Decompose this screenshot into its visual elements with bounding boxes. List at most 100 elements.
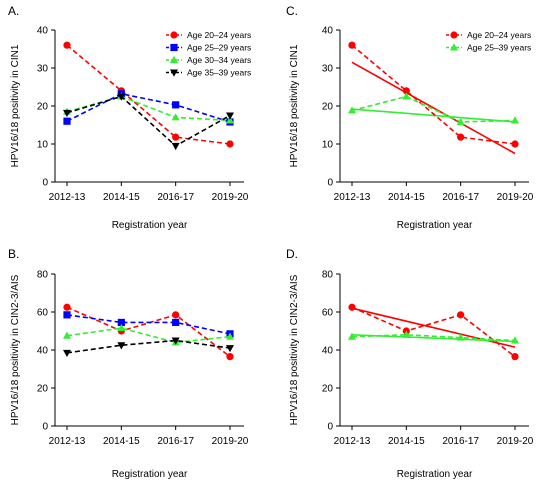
legend-label: Age 20–24 years <box>187 30 251 40</box>
data-point <box>226 116 234 124</box>
data-point <box>226 112 234 120</box>
series-line <box>66 327 231 344</box>
x-tick-label: 2016-17 <box>157 192 194 203</box>
data-point <box>348 41 356 49</box>
series-line <box>351 44 516 145</box>
y-tick-label: 20 <box>37 384 49 395</box>
data-point <box>402 92 411 100</box>
data-point <box>172 318 180 327</box>
data-point <box>117 342 126 350</box>
series-line <box>66 95 231 147</box>
y-axis-title: HPV16/18 positivity in CIN1 <box>10 44 21 167</box>
y-tick-label: 40 <box>322 26 334 37</box>
x-tick-label: 2014-15 <box>388 192 425 203</box>
x-tick-label: 2012-13 <box>49 192 86 203</box>
y-tick-label: 0 <box>42 178 48 189</box>
panel-d: D. 0 20 40 60 80 2012-13 2014-15 2016-17 2019-20 R… <box>286 247 534 480</box>
data-point <box>348 303 356 311</box>
y-tick-label: 0 <box>42 422 48 433</box>
data-point <box>457 311 465 319</box>
series-line <box>351 333 516 342</box>
y-axis-title: HPV16/18 positivity in CIN2-3/AIS <box>289 274 300 425</box>
x-tick-label: 2014-15 <box>103 192 140 203</box>
data-point <box>226 353 234 361</box>
data-point <box>171 113 180 121</box>
panel-letter: D. <box>286 247 298 261</box>
data-point <box>63 349 71 358</box>
data-point <box>511 353 519 361</box>
legend-label: Age 20–24 years <box>467 30 531 40</box>
data-point <box>348 332 356 340</box>
x-tick-label: 2016-17 <box>157 436 194 447</box>
data-point <box>511 116 519 124</box>
y-tick-label: 40 <box>37 346 49 357</box>
y-tick-label: 0 <box>327 178 333 189</box>
panel-letter: A. <box>8 4 19 18</box>
data-point <box>457 133 465 141</box>
y-tick-label: 40 <box>322 346 334 357</box>
data-point <box>172 133 180 141</box>
data-point <box>63 311 71 319</box>
data-point <box>117 323 126 332</box>
y-tick-label: 80 <box>37 270 49 281</box>
x-tick-label: 2019-20 <box>212 436 249 447</box>
y-tick-label: 80 <box>322 270 334 281</box>
legend-marker <box>170 69 178 77</box>
series-line <box>66 44 231 145</box>
trend-line <box>351 108 516 123</box>
data-point <box>172 101 180 109</box>
x-tick-label: 2019-20 <box>497 436 534 447</box>
x-tick-label: 2014-15 <box>103 436 140 447</box>
data-point <box>63 303 71 311</box>
data-point <box>117 93 126 101</box>
legend-marker <box>170 55 178 63</box>
legend-label: Age 30–34 years <box>187 55 251 65</box>
legend-marker <box>170 43 178 52</box>
panel-letter: C. <box>286 4 298 18</box>
data-point <box>171 142 180 151</box>
x-tick-label: 2012-13 <box>334 192 371 203</box>
y-tick-label: 30 <box>37 64 49 75</box>
data-point <box>226 332 234 340</box>
legend-marker <box>450 31 458 39</box>
y-tick-label: 20 <box>322 384 334 395</box>
x-axis-title: Registration year <box>397 220 473 231</box>
legend-marker <box>450 43 458 51</box>
legend-label: Age 35–39 years <box>187 68 251 78</box>
data-point <box>171 337 180 345</box>
series-line <box>351 95 516 123</box>
x-axis-title: Registration year <box>112 220 188 231</box>
y-tick-label: 10 <box>322 140 334 151</box>
data-point <box>226 140 234 148</box>
trend-line <box>351 61 516 155</box>
panel-a: A. 0 10 20 30 40 2012-13 2014-15 2016-17 2019-20 R… <box>8 4 251 231</box>
y-tick-label: 20 <box>322 102 334 113</box>
y-tick-label: 10 <box>37 140 49 151</box>
data-point <box>456 333 465 341</box>
series-line <box>66 93 231 123</box>
data-point <box>172 311 180 319</box>
legend-label: Age 25–29 years <box>187 43 251 53</box>
x-tick-label: 2012-13 <box>334 436 371 447</box>
y-tick-label: 30 <box>322 64 334 75</box>
x-axis-title: Registration year <box>397 469 473 480</box>
series-line <box>66 339 231 354</box>
data-point <box>63 331 71 339</box>
legend-marker <box>170 31 178 39</box>
x-tick-label: 2012-13 <box>49 436 86 447</box>
x-tick-label: 2019-20 <box>212 192 249 203</box>
x-tick-label: 2019-20 <box>497 192 534 203</box>
data-point <box>63 117 71 125</box>
y-axis-title: HPV16/18 positivity in CIN1 <box>289 44 300 167</box>
y-tick-label: 20 <box>37 102 49 113</box>
y-axis-title: HPV16/18 positivity in CIN2-3/AIS <box>10 274 21 425</box>
trend-line <box>351 307 516 348</box>
data-point <box>63 41 71 49</box>
data-point <box>348 106 356 114</box>
x-tick-label: 2016-17 <box>442 436 479 447</box>
data-point <box>63 109 71 118</box>
panel-c: C. 0 10 20 30 40 2012-13 2014-15 2016-17 2019-20 R… <box>286 4 534 231</box>
y-tick-label: 60 <box>322 308 334 319</box>
legend-label: Age 25–39 years <box>467 43 531 53</box>
